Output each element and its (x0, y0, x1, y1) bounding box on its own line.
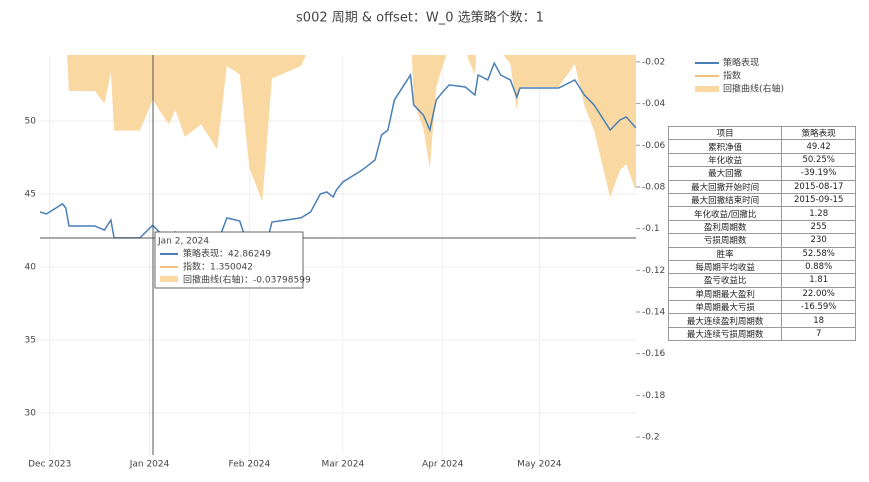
table-row: 年化收益/回撤比 1.28 (667, 206, 856, 221)
table-row: 盈亏收益比 1.81 (667, 273, 856, 288)
table-cell: 累积净值 (667, 139, 783, 154)
x-tick-label: Feb 2024 (229, 460, 271, 470)
table-row: 累积净值 49.42 (667, 139, 856, 154)
table-row: 单周期最大亏损 -16.59% (667, 300, 856, 315)
table-cell: 最大回撤 (667, 166, 783, 181)
table-cell: 年化收益/回撤比 (667, 206, 783, 221)
table-cell: 最大连续盈利周期数 (667, 313, 783, 328)
tooltip-item: 指数：1.350042 (183, 261, 253, 273)
table-cell: -39.19% (781, 166, 856, 181)
table-cell: 0.88% (781, 259, 856, 275)
table-row: 最大回撤结束时间 2015-09-15 (667, 192, 856, 208)
series-line (40, 61, 636, 262)
y2-tick-label: -0.1 (642, 224, 660, 234)
table-row: 最大回撤开始时间 2015-08-17 (667, 179, 856, 194)
legend-swatch (695, 86, 719, 92)
table-cell: 7 (781, 326, 856, 342)
table-cell: 49.42 (781, 139, 856, 154)
legend-label: 回撤曲线(右轴) (723, 83, 784, 95)
tooltip-item: 策略表现：42.86249 (183, 248, 271, 260)
table-row: 最大回撤 -39.19% (667, 166, 856, 181)
tooltip-item: 回撤曲线(右轴)：-0.03798599 (183, 274, 311, 286)
y-tick-label: 35 (25, 335, 36, 345)
y2-tick-label: -0.06 (642, 141, 666, 151)
x-tick-label: Dec 2023 (28, 460, 71, 470)
x-tick-label: Jan 2024 (129, 460, 170, 470)
table-row: 最大连续盈利周期数 18 (667, 313, 856, 328)
table-cell: 255 (781, 219, 856, 235)
table-row: 每周期平均收益 0.88% (667, 259, 856, 275)
table-cell: -16.59% (781, 300, 856, 315)
table-cell: 22.00% (781, 286, 856, 302)
legend-label: 策略表现 (723, 57, 759, 69)
chart-title: s002 周期 & offset：W_0 选策略个数：1 (296, 10, 544, 26)
table-cell: 52.58% (781, 246, 856, 261)
y-tick-label: 50 (25, 116, 37, 126)
table-cell: 最大回撤开始时间 (667, 179, 783, 194)
table-cell: 每周期平均收益 (667, 259, 783, 275)
table-cell: 单周期最大盈利 (667, 286, 783, 302)
y2-tick-label: -0.12 (642, 266, 665, 276)
table-row: 亏损周期数 230 (667, 233, 856, 248)
table-cell: 胜率 (667, 246, 783, 261)
table-row: 最大连续亏损周期数 7 (667, 326, 856, 342)
y2-tick-label: -0.2 (642, 433, 660, 443)
table-cell: 2015-08-17 (781, 179, 856, 194)
table-row: 年化收益 50.25% (667, 152, 856, 168)
table-cell: 年化收益 (667, 152, 783, 168)
table-cell: 单周期最大亏损 (667, 300, 783, 315)
legend-label: 指数 (723, 70, 741, 82)
table-cell: 最大回撤结束时间 (667, 192, 783, 208)
tooltip-title: Jan 2, 2024 (157, 237, 209, 247)
y2-tick-label: -0.04 (642, 99, 666, 109)
x-tick-label: Mar 2024 (321, 460, 364, 470)
tooltip: Jan 2, 2024 策略表现：42.86249 指数：1.350042 回撤… (154, 231, 311, 289)
y-tick-label: 40 (25, 262, 37, 272)
table-cell: 最大连续亏损周期数 (667, 326, 783, 342)
y2-tick-label: -0.16 (642, 349, 666, 359)
y-tick-label: 45 (25, 189, 36, 199)
y2-tick-label: -0.08 (642, 182, 666, 192)
table-cell: 230 (781, 233, 856, 248)
table-cell: 亏损周期数 (667, 233, 783, 248)
x-tick-label: May 2024 (517, 460, 562, 470)
table-cell: 策略表现 (781, 125, 856, 141)
y2-tick-label: -0.18 (642, 391, 666, 401)
table-cell: 18 (781, 313, 856, 328)
x-tick-label: Apr 2024 (422, 460, 464, 470)
table-row: 单周期最大盈利 22.00% (667, 286, 856, 302)
table-row: 盈利周期数 255 (667, 219, 856, 235)
table-cell: 1.81 (781, 273, 856, 288)
table-row: 胜率 52.58% (667, 246, 856, 261)
y2-tick-label: -0.02 (642, 57, 665, 67)
y-tick-label: 30 (25, 408, 37, 418)
table-cell: 项目 (667, 125, 783, 141)
table-cell: 1.28 (781, 206, 856, 221)
drawdown-area (67, 55, 636, 202)
table-cell: 盈亏收益比 (667, 273, 783, 288)
table-cell: 50.25% (781, 152, 856, 168)
table-cell: 盈利周期数 (667, 219, 783, 235)
y2-tick-label: -0.14 (642, 308, 666, 318)
stats-table: 项目 策略表现 累积净值 49.42 年化收益 50.25% 最大回撤 -39.19% 最大回撤… (667, 125, 856, 342)
table-cell: 2015-09-15 (781, 192, 856, 208)
